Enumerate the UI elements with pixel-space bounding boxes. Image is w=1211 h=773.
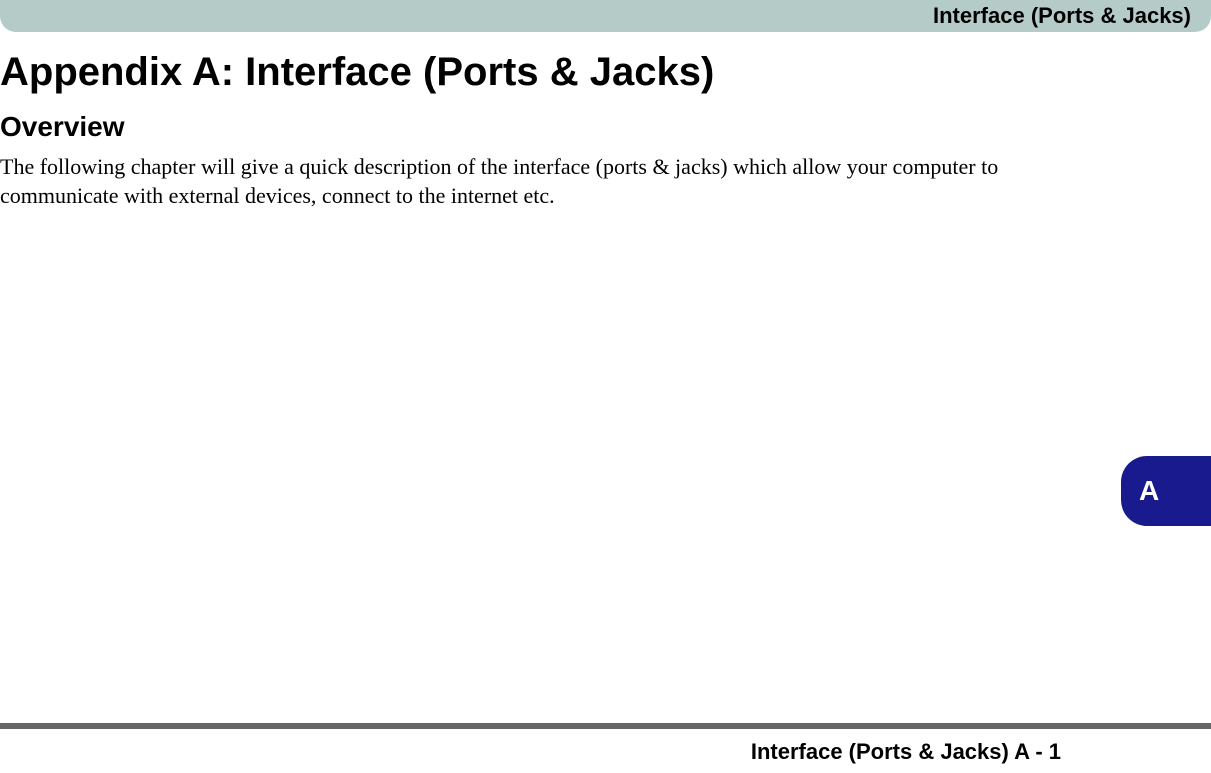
section-title: Overview: [0, 111, 1211, 143]
footer: Interface (Ports & Jacks) A - 1: [0, 723, 1211, 773]
main-title: Appendix A: Interface (Ports & Jacks): [0, 50, 1211, 95]
header-label: Interface (Ports & Jacks): [933, 3, 1191, 29]
footer-label: Interface (Ports & Jacks) A - 1: [0, 729, 1211, 773]
appendix-tab: A: [1121, 456, 1211, 526]
content-area: Appendix A: Interface (Ports & Jacks) Ov…: [0, 32, 1211, 210]
appendix-tab-label: A: [1139, 475, 1159, 507]
header-bar: Interface (Ports & Jacks): [0, 0, 1211, 32]
body-text: The following chapter will give a quick …: [0, 153, 1120, 210]
